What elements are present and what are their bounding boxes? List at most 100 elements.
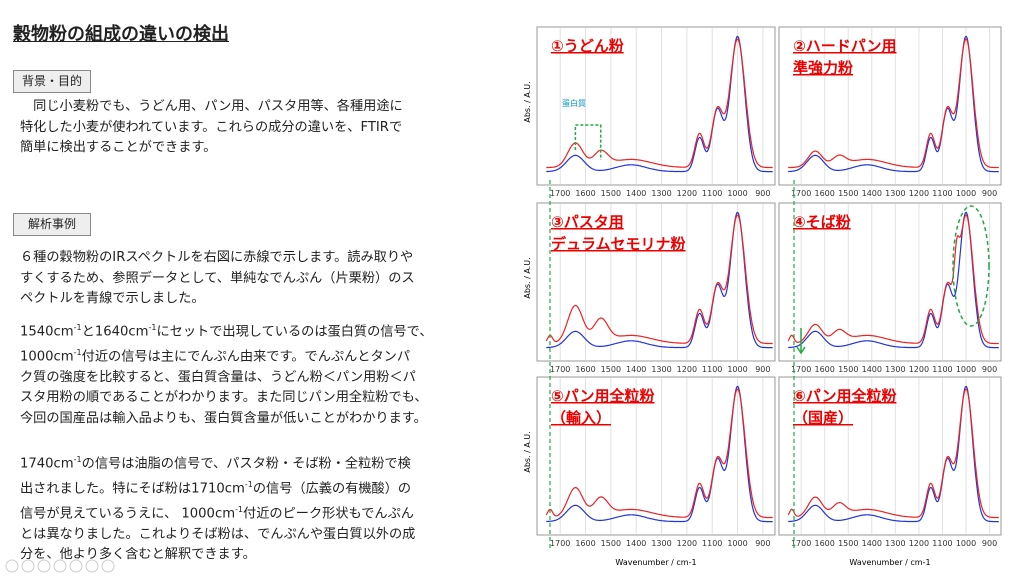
x-tick-label: 1700 — [791, 189, 811, 198]
text: と1640cm — [81, 324, 149, 340]
text-line: 1740cm-1の信号は油脂の信号で、パスタ粉・そば粉・全粒粉で検 — [20, 450, 415, 475]
text: 信号が見えているうえに、 1000cm — [20, 506, 236, 522]
x-tick-label: 1300 — [885, 365, 905, 374]
x-tick-label: 1500 — [838, 365, 858, 374]
x-tick-label: 900 — [755, 189, 770, 198]
x-tick-label: 1700 — [791, 365, 811, 374]
text: ク質の強度を比較すると、蛋白質含量は、うどん粉＜パン用粉＜パ — [20, 369, 416, 385]
x-tick-label: 1100 — [702, 365, 722, 374]
panel-label: 準強力粉 — [793, 59, 853, 77]
x-tick-label: 900 — [982, 189, 997, 198]
toolbar-icon — [101, 559, 115, 573]
text: 1000cm — [20, 349, 74, 365]
x-tick-label: 1600 — [815, 189, 835, 198]
panel-label: デュラムセモリナ粉 — [551, 235, 686, 253]
text: すくするため、参照データとして、単純なでんぷん（片栗粉）のス — [20, 270, 415, 286]
x-tick-label: 900 — [982, 539, 997, 548]
panel — [536, 376, 776, 536]
annotation: 蛋白質 — [562, 98, 586, 108]
text-line: 簡単に検出することができます。 — [20, 138, 403, 159]
toolbar-icon — [5, 559, 19, 573]
text: 簡単に検出することができます。 — [20, 140, 217, 155]
spectrum-red — [546, 38, 773, 169]
panel-label: ④そば粉 — [793, 213, 851, 231]
annotation-bracket — [574, 124, 602, 160]
text: 付近のピーク形状もでんぷん — [243, 506, 414, 522]
text: とは異なりました。これよりそば粉は、でんぷんや蛋白質以外の成 — [20, 526, 416, 542]
text-line: 今回の国産品は輸入品よりも、蛋白質含量が低いことがわかります。 — [20, 409, 433, 430]
x-tick-label: 1300 — [885, 539, 905, 548]
x-tick-label: 1200 — [909, 365, 929, 374]
text-line: 出されました。特にそば粉は1710cm-1の信号（広義の有機酸）の — [20, 475, 415, 500]
text-line: 1000cm-1付近の信号は主にでんぷん由来です。でんぷんとタンパ — [20, 343, 433, 368]
text-line: 信号が見えているうえに、 1000cm-1付近のピーク形状もでんぷん — [20, 500, 415, 525]
paragraph: 1740cm-1の信号は油脂の信号で、パスタ粉・そば粉・全粒粉で検 出されました。… — [20, 450, 415, 566]
text-line: ペクトルを青線で示しました。 — [20, 289, 415, 310]
text: の信号（広義の有機酸）の — [252, 481, 412, 497]
text: ６種の穀物粉のIRスペクトルを右図に赤線で示します。読み取りや — [20, 250, 414, 265]
x-tick-label: 1700 — [550, 365, 570, 374]
x-tick-label: 1000 — [727, 539, 747, 548]
slide-title: 穀物粉の組成の違いの検出 — [13, 24, 229, 45]
y-axis-label: Abs. / A.U. — [523, 431, 532, 472]
highlight-ellipse — [952, 205, 990, 327]
x-tick-label: 900 — [982, 365, 997, 374]
text-line: 同じ小麦粉でも、うどん用、パン用、パスタ用等、各種用途に — [20, 97, 403, 118]
x-tick-label: 1200 — [677, 365, 697, 374]
panel — [536, 202, 776, 362]
x-tick-label: 1000 — [956, 539, 976, 548]
spectrum-red — [788, 38, 999, 169]
x-tick-label: 1400 — [862, 539, 882, 548]
paragraph: 1540cm-1と1640cm-1にセットで出現しているのは蛋白質の信号で、 10… — [20, 318, 433, 429]
x-tick-label: 1300 — [651, 539, 671, 548]
x-tick-label: 1000 — [727, 365, 747, 374]
text: 付近の信号は主にでんぷん由来です。でんぷんとタンパ — [81, 349, 411, 365]
toolbar-icon — [53, 559, 67, 573]
x-tick-label: 1100 — [702, 539, 722, 548]
text-line: ６種の穀物粉のIRスペクトルを右図に赤線で示します。読み取りや — [20, 248, 415, 269]
x-tick-label: 1700 — [550, 189, 570, 198]
x-tick-label: 1400 — [862, 365, 882, 374]
x-tick-label: 1700 — [791, 539, 811, 548]
arrow — [796, 328, 806, 355]
text: 1740cm — [20, 456, 74, 472]
x-tick-label: 1400 — [626, 189, 646, 198]
x-tick-label: 1600 — [815, 365, 835, 374]
x-tick-label: 900 — [755, 539, 770, 548]
x-tick-label: 1600 — [575, 539, 595, 548]
text-line: 分を、他より多く含むと解釈できます。 — [20, 545, 415, 566]
x-tick-label: 1400 — [862, 189, 882, 198]
superscript: -1 — [73, 347, 82, 357]
x-tick-label: 1500 — [838, 539, 858, 548]
spectrum-red — [787, 388, 999, 519]
x-tick-label: 1600 — [575, 365, 595, 374]
x-tick-label: 1200 — [677, 189, 697, 198]
x-tick-label: 1100 — [932, 189, 952, 198]
x-tick-label: 1500 — [601, 539, 621, 548]
x-tick-label: 1300 — [885, 189, 905, 198]
x-tick-label: 1400 — [626, 539, 646, 548]
panel-label: ②ハードパン用 — [793, 37, 896, 55]
y-axis-label: Abs. / A.U. — [523, 81, 532, 122]
text-line: スタ用粉の順であることがわかります。また同じパン用全粒粉でも、 — [20, 388, 433, 409]
text-line: 1540cm-1と1640cm-1にセットで出現しているのは蛋白質の信号で、 — [20, 318, 433, 343]
text: の信号は油脂の信号で、パスタ粉・そば粉・全粒粉で検 — [81, 456, 411, 472]
toolbar-icon — [85, 559, 99, 573]
x-tick-label: 1600 — [815, 539, 835, 548]
paragraph: ６種の穀物粉のIRスペクトルを右図に赤線で示します。読み取りや すくするため、参照… — [20, 248, 415, 310]
text: 今回の国産品は輸入品よりも、蛋白質含量が低いことがわかります。 — [20, 410, 427, 426]
toolbar-icon — [37, 559, 51, 573]
panel — [778, 376, 1002, 536]
x-tick-label: 1700 — [550, 539, 570, 548]
x-tick-label: 1000 — [956, 189, 976, 198]
text-line: ク質の強度を比較すると、蛋白質含量は、うどん粉＜パン用粉＜パ — [20, 368, 433, 389]
text-line: すくするため、参照データとして、単純なでんぷん（片栗粉）のス — [20, 269, 415, 290]
x-axis-label: Wavenumber / cm-1 — [849, 558, 930, 567]
x-axis-label: Wavenumber / cm-1 — [615, 558, 696, 567]
section-heading: 背景・目的 — [13, 70, 91, 93]
x-tick-label: 1000 — [727, 189, 747, 198]
spectrum-red — [545, 388, 773, 519]
x-tick-label: 1000 — [956, 365, 976, 374]
panel-label: ①うどん粉 — [551, 37, 624, 55]
